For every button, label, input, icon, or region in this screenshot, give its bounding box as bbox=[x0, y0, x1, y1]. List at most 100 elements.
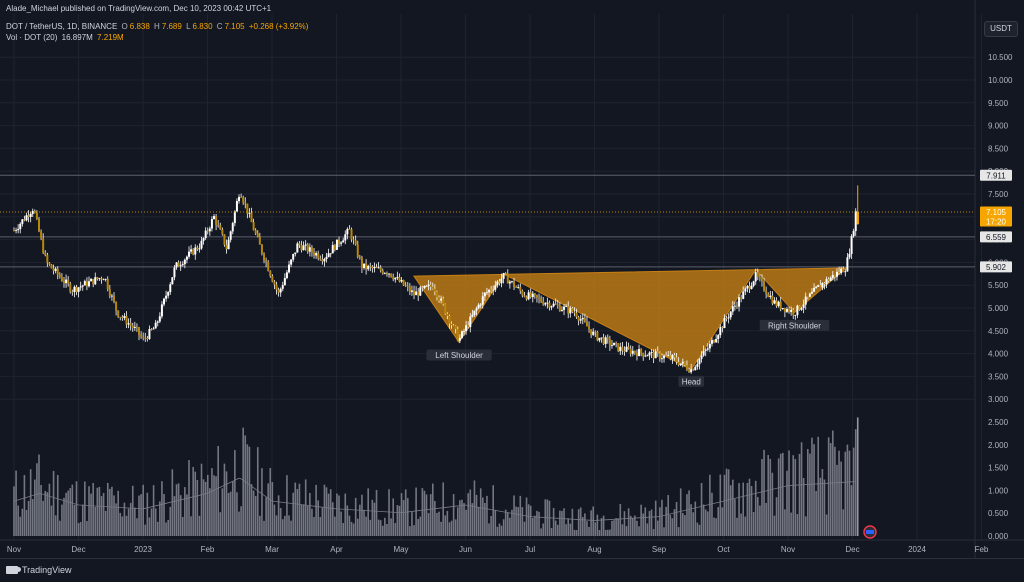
price-tag-label: 6.559 bbox=[986, 233, 1007, 242]
volume-bar bbox=[673, 509, 676, 536]
volume-bar bbox=[261, 468, 263, 536]
volume-bar bbox=[504, 509, 507, 536]
volume-bar bbox=[475, 494, 478, 536]
volume-bar bbox=[681, 513, 684, 536]
candle-body bbox=[515, 287, 518, 288]
volume-bar bbox=[613, 520, 615, 536]
volume-bar bbox=[265, 497, 267, 536]
candle-body bbox=[523, 295, 526, 297]
volume-bar bbox=[175, 484, 178, 536]
price-tag-label: 7.911 bbox=[986, 171, 1006, 180]
volume-bar bbox=[440, 521, 442, 536]
volume-bar bbox=[579, 507, 582, 536]
candle-body bbox=[773, 300, 776, 304]
volume-bar bbox=[98, 486, 101, 536]
volume-bar bbox=[494, 509, 497, 536]
volume-bar bbox=[165, 522, 167, 536]
volume-bar bbox=[50, 505, 53, 536]
candle-body bbox=[744, 288, 747, 292]
price-tag-label: 5.902 bbox=[986, 263, 1007, 272]
volume-bar bbox=[771, 472, 774, 536]
volume-bar bbox=[411, 512, 413, 536]
volume-bar bbox=[213, 475, 215, 536]
symbol-label[interactable]: DOT / TetherUS, 1D, BINANCE bbox=[6, 22, 118, 31]
volume-bar bbox=[436, 512, 438, 536]
volume-bar bbox=[534, 515, 536, 536]
volume-bar bbox=[54, 515, 57, 536]
candle-body bbox=[658, 352, 661, 359]
tradingview-logo[interactable]: TradingView bbox=[6, 565, 72, 575]
candle-body bbox=[344, 234, 347, 241]
volume-bar bbox=[338, 495, 340, 536]
volume-bar bbox=[321, 507, 324, 536]
candle-body bbox=[554, 303, 557, 305]
volume-bar bbox=[675, 501, 678, 536]
currency-button[interactable]: USDT bbox=[984, 21, 1018, 37]
volume-bar bbox=[365, 516, 367, 536]
volume-bar bbox=[292, 492, 294, 536]
candle-body bbox=[692, 369, 695, 371]
volume-bar bbox=[563, 508, 565, 536]
volume-tick-label: 0.000 bbox=[988, 532, 1009, 541]
volume-bar bbox=[854, 429, 857, 536]
volume-bar bbox=[709, 474, 711, 536]
volume-bar bbox=[231, 481, 234, 536]
candle-body bbox=[819, 285, 822, 288]
candle-body bbox=[648, 352, 651, 356]
candle-body bbox=[525, 296, 528, 300]
volume-bar bbox=[323, 484, 326, 536]
price-chart[interactable]: 10.50010.0009.5009.0008.5008.0007.5007.0… bbox=[0, 0, 1024, 558]
candle-body bbox=[48, 262, 51, 265]
volume-bar bbox=[302, 504, 305, 536]
volume-bar bbox=[148, 517, 151, 536]
volume-bar bbox=[250, 484, 253, 536]
volume-bar bbox=[186, 494, 188, 536]
candle-body bbox=[198, 248, 201, 250]
candle-body bbox=[133, 326, 136, 328]
volume-bar bbox=[281, 519, 284, 536]
annotation-label: Right Shoulder bbox=[768, 321, 821, 330]
volume-bar bbox=[104, 510, 107, 536]
candle-body bbox=[623, 350, 626, 352]
candle-body bbox=[410, 290, 413, 292]
volume-bar bbox=[179, 495, 182, 536]
candle-body bbox=[277, 289, 280, 293]
candle-body bbox=[252, 222, 255, 231]
volume-bar bbox=[842, 509, 845, 536]
volume-bar bbox=[479, 488, 482, 536]
volume-label[interactable]: Vol · DOT (20) bbox=[6, 33, 58, 42]
volume-bar bbox=[219, 512, 222, 536]
candle-body bbox=[292, 254, 295, 260]
candle-body bbox=[823, 283, 826, 285]
volume-bar bbox=[481, 497, 484, 536]
candle-body bbox=[690, 369, 693, 373]
candle-body bbox=[150, 329, 153, 330]
candle-body bbox=[702, 350, 705, 356]
candle-body bbox=[431, 286, 434, 289]
candle-body bbox=[281, 285, 284, 289]
volume-bar bbox=[340, 511, 342, 536]
volume-bar bbox=[181, 516, 184, 536]
volume-bar bbox=[119, 512, 122, 536]
candle-body bbox=[125, 316, 128, 325]
candle-body bbox=[775, 300, 778, 307]
left-shoulder-triangle bbox=[412, 273, 506, 344]
volume-bar bbox=[159, 501, 161, 536]
volume-bar bbox=[431, 483, 434, 536]
candle-body bbox=[202, 238, 205, 241]
volume-bar bbox=[856, 417, 859, 536]
candle-body bbox=[333, 245, 336, 250]
volume-bar bbox=[92, 482, 94, 536]
volume-bar bbox=[836, 464, 838, 536]
volume-bar bbox=[569, 523, 572, 536]
candle-body bbox=[513, 281, 516, 288]
candle-body bbox=[565, 306, 568, 308]
brand-text: TradingView bbox=[22, 565, 72, 575]
volume-bar bbox=[525, 497, 528, 536]
volume-bar bbox=[652, 529, 655, 536]
volume-bar bbox=[313, 516, 315, 536]
candle-body bbox=[498, 281, 501, 284]
candle-body bbox=[319, 258, 322, 260]
candle-body bbox=[635, 352, 638, 356]
volume-bar bbox=[625, 526, 628, 536]
